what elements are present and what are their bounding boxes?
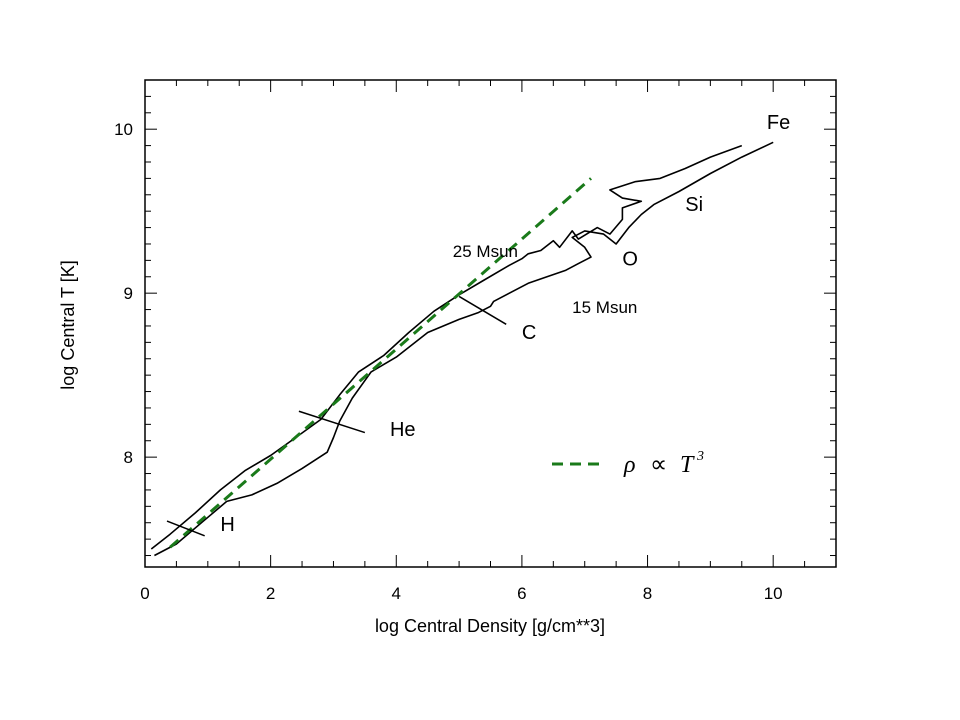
- x-axis-title: log Central Density [g/cm**3]: [375, 616, 605, 636]
- burning-phase-mark: [458, 295, 507, 325]
- plot-frame: [144, 79, 837, 568]
- burning-phase-mark: [298, 410, 366, 434]
- tick-labels-group: 0 2 4 6 8 10 8 9 10: [114, 120, 783, 603]
- x-tick-label: 0: [140, 584, 149, 603]
- series-group: [150, 141, 774, 557]
- element-label: Si: [685, 194, 703, 216]
- x-tick-label: 4: [392, 584, 401, 603]
- burning-marks-group: [166, 295, 507, 537]
- legend-label-exponent: 3: [696, 449, 704, 464]
- y-tick-label: 10: [114, 120, 133, 139]
- ticks-group: [144, 79, 837, 567]
- element-label: O: [622, 248, 638, 270]
- plot-frame-group: [144, 79, 837, 568]
- legend-label-rho: ρ: [623, 452, 636, 478]
- x-tick-label: 2: [266, 584, 275, 603]
- series-line-rho-t3: [169, 177, 592, 549]
- series-line-15-msun: [154, 141, 774, 557]
- x-tick-label: 10: [764, 584, 783, 603]
- legend-label-prop: ∝: [650, 452, 667, 478]
- series-line-25-msun: [150, 144, 743, 550]
- x-tick-label: 6: [517, 584, 526, 603]
- burning-phase-mark: [166, 520, 205, 537]
- element-label: H: [220, 514, 234, 536]
- element-label: He: [390, 419, 416, 441]
- legend-label-T: T: [680, 452, 695, 478]
- mass-label: 25 Msun: [453, 242, 518, 261]
- y-axis-title: log Central T [K]: [58, 260, 78, 389]
- y-tick-label: 8: [124, 448, 133, 467]
- element-label: Fe: [767, 112, 790, 134]
- element-label: C: [522, 322, 536, 344]
- legend: ρ ∝ T 3: [552, 449, 704, 478]
- x-tick-label: 8: [643, 584, 652, 603]
- mass-label: 15 Msun: [572, 298, 637, 317]
- y-tick-label: 9: [124, 284, 133, 303]
- annotations-group: H He C O Si Fe 25 Msun 15 Msun: [220, 112, 790, 536]
